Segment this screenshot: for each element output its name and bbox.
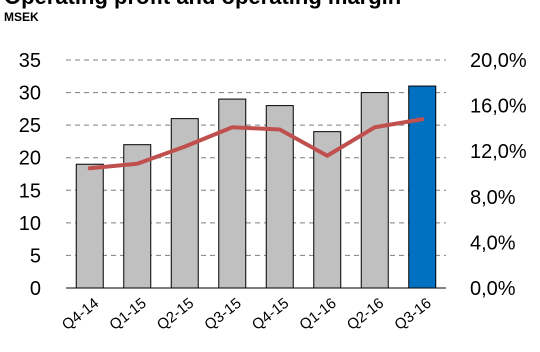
left-tick-label: 30: [19, 83, 41, 105]
left-tick-label: 25: [19, 115, 41, 137]
right-tick-label: 12,0%: [470, 141, 527, 163]
x-tick-label: Q1-16: [296, 295, 339, 334]
left-tick-label: 0: [30, 278, 41, 300]
right-tick-label: 4,0%: [470, 232, 516, 254]
left-tick-label: 5: [30, 245, 41, 267]
gridlines: [66, 59, 446, 256]
left-tick-label: 20: [19, 148, 41, 170]
left-tick-label: 35: [19, 50, 41, 72]
left-tick-label: 10: [19, 213, 41, 235]
bar: [75, 163, 104, 289]
x-tick-label: Q4-14: [59, 295, 102, 334]
left-tick-label: 15: [19, 180, 41, 202]
x-tick-label: Q3-16: [391, 295, 434, 334]
margin-line: [87, 117, 425, 171]
bar: [123, 144, 152, 289]
left-axis-ticks: 0 5 10 15 20 25 30 35: [19, 50, 41, 300]
x-tick-label: Q1-15: [106, 295, 149, 334]
x-tick-label: Q3-15: [201, 295, 244, 334]
x-tick-label: Q4-15: [249, 295, 292, 334]
x-tick-label: Q2-16: [344, 295, 387, 334]
bar-series: [75, 85, 437, 289]
unit-label: MSEK: [4, 10, 39, 24]
x-tick-label: Q2-15: [154, 295, 197, 334]
right-tick-label: 0,0%: [470, 278, 516, 300]
bar: [360, 92, 389, 289]
right-axis-ticks: 0,0% 4,0% 8,0% 12,0% 16,0% 20,0%: [470, 50, 527, 300]
right-tick-label: 16,0%: [470, 96, 527, 118]
margin-line-series: [87, 117, 425, 171]
x-axis-ticks: Q4-14 Q1-15 Q2-15 Q3-15 Q4-15 Q1-16 Q2-16 Q3-16: [59, 295, 435, 334]
right-tick-label: 20,0%: [470, 50, 527, 72]
right-tick-label: 8,0%: [470, 187, 516, 209]
bar: [408, 85, 437, 289]
chart-title: Operating profit and operating margin: [4, 0, 401, 10]
